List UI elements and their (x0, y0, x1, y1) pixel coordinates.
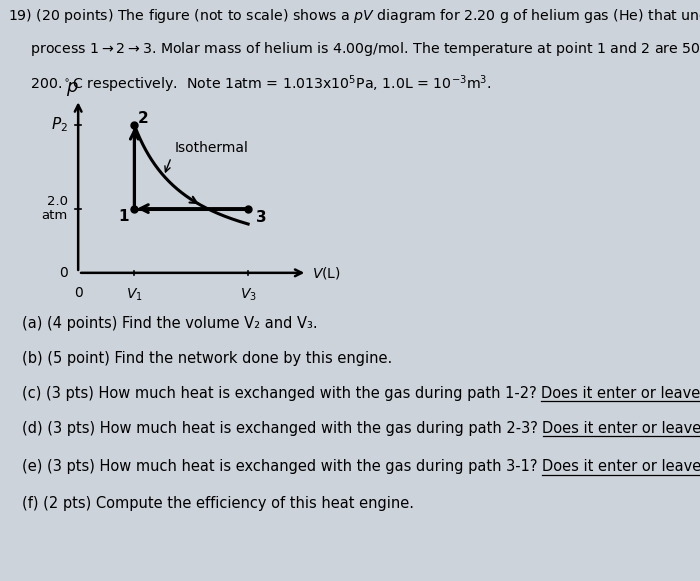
Text: process 1$\rightarrow$2$\rightarrow$3. Molar mass of helium is 4.00g/mol. The te: process 1$\rightarrow$2$\rightarrow$3. M… (8, 40, 700, 58)
Text: 19) (20 points) The figure (not to scale) shows a $pV$ diagram for 2.20 g of hel: 19) (20 points) The figure (not to scale… (8, 7, 700, 25)
Text: (a) (4 points) Find the volume V₂ and V₃.: (a) (4 points) Find the volume V₂ and V₃… (22, 315, 318, 331)
Text: (c) (3 pts) How much heat is exchanged with the gas during path 1-2?: (c) (3 pts) How much heat is exchanged w… (22, 386, 541, 401)
Text: 2.0
atm: 2.0 atm (41, 195, 68, 222)
Text: 0: 0 (59, 266, 68, 280)
Text: 0: 0 (74, 286, 83, 300)
Text: Isothermal: Isothermal (174, 141, 248, 155)
Text: $V$(L): $V$(L) (312, 265, 340, 281)
Text: Does it enter or leave the gas?: Does it enter or leave the gas? (541, 386, 700, 401)
Text: $V_3$: $V_3$ (239, 286, 256, 303)
Text: (b) (5 point) Find the network done by this engine.: (b) (5 point) Find the network done by t… (22, 350, 392, 365)
Text: Does it enter or leave the gas?: Does it enter or leave the gas? (542, 421, 700, 436)
Text: $V_1$: $V_1$ (126, 286, 143, 303)
Text: 2: 2 (138, 110, 148, 125)
Text: 200.$^\circ$C respectively.  Note 1atm = 1.013x10$^5$Pa, 1.0L = 10$^{-3}$m$^3$.: 200.$^\circ$C respectively. Note 1atm = … (8, 74, 492, 95)
Text: 3: 3 (256, 210, 267, 225)
Text: 1: 1 (119, 209, 130, 224)
Text: Does it enter or leave the gas?: Does it enter or leave the gas? (542, 459, 700, 474)
Text: $P_2$: $P_2$ (51, 116, 68, 134)
Text: (f) (2 pts) Compute the efficiency of this heat engine.: (f) (2 pts) Compute the efficiency of th… (22, 496, 414, 511)
Text: (e) (3 pts) How much heat is exchanged with the gas during path 3-1?: (e) (3 pts) How much heat is exchanged w… (22, 459, 542, 474)
Text: (d) (3 pts) How much heat is exchanged with the gas during path 2-3?: (d) (3 pts) How much heat is exchanged w… (22, 421, 542, 436)
Text: $p$: $p$ (66, 80, 78, 98)
